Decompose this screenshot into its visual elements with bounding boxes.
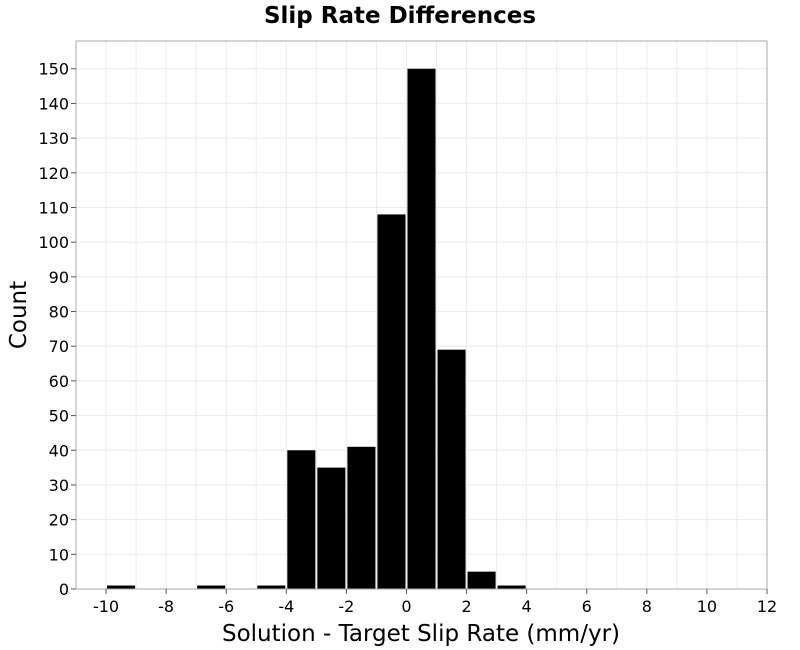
- y-tick-label: 140: [38, 94, 69, 113]
- x-tick-label: 4: [522, 597, 532, 616]
- y-tick-labels: 0 10 20 30 40 50 60 70 80 90 100 110 120 130 140 150: [38, 60, 69, 599]
- histogram-bar: [317, 467, 346, 589]
- x-tick-label: 0: [401, 597, 411, 616]
- y-tick-label: 0: [59, 580, 69, 599]
- y-tick-label: 120: [38, 164, 69, 183]
- axis-ticks: [71, 68, 768, 594]
- chart-title: Slip Rate Differences: [264, 3, 536, 29]
- x-tick-label: -10: [93, 597, 119, 616]
- x-tick-label: -2: [338, 597, 354, 616]
- y-tick-label: 10: [49, 545, 69, 564]
- x-tick-label: 8: [642, 597, 652, 616]
- histogram-bar: [257, 585, 286, 589]
- y-tick-label: 130: [38, 129, 69, 148]
- y-tick-label: 90: [49, 268, 69, 287]
- histogram-bar: [377, 214, 406, 589]
- y-tick-label: 50: [49, 407, 69, 426]
- y-tick-label: 110: [38, 198, 69, 217]
- y-tick-label: 80: [49, 303, 69, 322]
- y-tick-label: 100: [38, 233, 69, 252]
- y-axis-label: Count: [6, 281, 32, 349]
- histogram-bar: [467, 571, 496, 589]
- x-tick-labels: -10 -8 -6 -4 -2 0 2 4 6 8 10 12: [93, 597, 777, 616]
- histogram-bar: [407, 68, 436, 590]
- bars: [107, 68, 526, 590]
- y-tick-label: 60: [49, 372, 69, 391]
- y-tick-label: 150: [38, 60, 69, 79]
- x-tick-label: -6: [218, 597, 234, 616]
- histogram-bar: [287, 450, 316, 589]
- x-tick-label: -8: [158, 597, 174, 616]
- histogram-bar: [437, 349, 466, 589]
- histogram-bar: [347, 446, 376, 589]
- y-tick-label: 70: [49, 337, 69, 356]
- x-tick-label: 2: [461, 597, 471, 616]
- y-tick-label: 20: [49, 511, 69, 530]
- histogram-bar: [107, 585, 136, 589]
- x-tick-label: 6: [582, 597, 592, 616]
- histogram-bar: [497, 585, 526, 589]
- histogram-bar: [197, 585, 226, 589]
- x-tick-label: -4: [278, 597, 294, 616]
- y-tick-label: 40: [49, 441, 69, 460]
- x-tick-label: 12: [757, 597, 777, 616]
- y-tick-label: 30: [49, 476, 69, 495]
- x-axis-label: Solution - Target Slip Rate (mm/yr): [222, 621, 620, 647]
- plot-frame: [75, 40, 768, 590]
- x-tick-label: 10: [697, 597, 717, 616]
